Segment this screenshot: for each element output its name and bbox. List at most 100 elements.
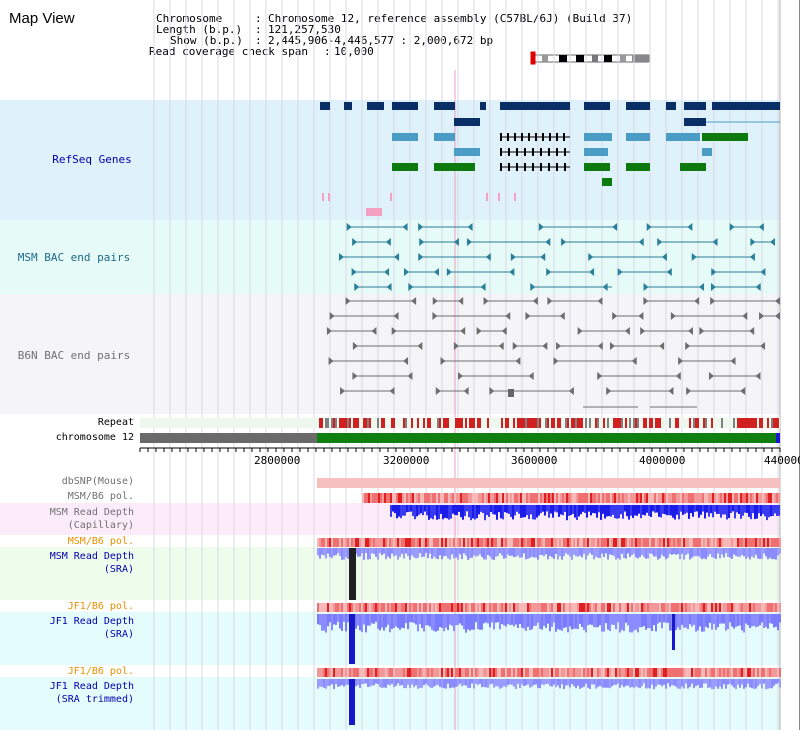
pol-mark bbox=[567, 538, 569, 547]
depth-bar bbox=[667, 548, 669, 558]
depth-bar bbox=[490, 505, 492, 513]
gene-feature bbox=[712, 102, 780, 110]
depth-bar bbox=[398, 505, 400, 517]
depth-bar bbox=[725, 614, 727, 631]
track-label-repeat[interactable]: Repeat bbox=[97, 417, 134, 428]
repeat-mark bbox=[767, 418, 769, 428]
pol-mark bbox=[559, 668, 561, 677]
bac-end-mark bbox=[352, 238, 358, 246]
pol-mark bbox=[641, 538, 643, 547]
pol-mark bbox=[634, 493, 636, 503]
depth-bar bbox=[367, 679, 369, 688]
depth-bar bbox=[460, 505, 462, 518]
pol-mark bbox=[522, 493, 524, 503]
depth-bar bbox=[615, 548, 617, 560]
depth-bar bbox=[402, 505, 404, 516]
track-label-msm-depth-sra[interactable]: MSM Read Depth bbox=[49, 551, 134, 562]
depth-bar bbox=[467, 679, 469, 689]
bac-end-mark bbox=[646, 223, 652, 231]
depth-bar bbox=[545, 679, 547, 684]
pol-mark bbox=[663, 538, 665, 547]
bac-end-mark bbox=[505, 312, 511, 320]
pol-mark bbox=[729, 603, 731, 612]
repeat-mark bbox=[745, 418, 747, 428]
track-label-msm-b6-pol-1[interactable]: MSM/B6 pol. bbox=[67, 491, 134, 502]
pol-mark bbox=[501, 538, 503, 547]
pol-mark bbox=[433, 668, 435, 677]
track-label-b6n-bac[interactable]: B6N BAC end pairs bbox=[17, 349, 131, 362]
pol-mark bbox=[769, 603, 771, 612]
pol-mark bbox=[688, 493, 690, 503]
depth-bar bbox=[581, 614, 583, 627]
bac-end-mark bbox=[553, 357, 559, 365]
pol-mark bbox=[597, 538, 599, 547]
bac-end-mark bbox=[402, 223, 408, 231]
pol-mark bbox=[673, 538, 675, 547]
track-label-jf1-b6-pol-2[interactable]: JF1/B6 pol. bbox=[67, 666, 134, 677]
track-label-jf1-depth-sra[interactable]: JF1 Read Depth bbox=[49, 616, 134, 627]
depth-bar bbox=[481, 614, 483, 630]
pol-mark bbox=[653, 538, 655, 547]
pol-mark bbox=[572, 493, 574, 503]
pol-mark bbox=[339, 538, 341, 547]
depth-bar bbox=[607, 679, 609, 688]
repeat-mark bbox=[603, 418, 605, 428]
depth-bar bbox=[693, 614, 695, 625]
depth-bar bbox=[605, 548, 607, 554]
pol-mark bbox=[411, 603, 413, 612]
bac-end-mark bbox=[708, 372, 714, 380]
repeat-mark bbox=[501, 418, 503, 428]
pol-mark bbox=[637, 538, 639, 547]
depth-bar bbox=[685, 679, 687, 684]
depth-bar bbox=[637, 548, 639, 559]
bac-end-mark bbox=[389, 387, 395, 395]
pol-mark bbox=[621, 668, 623, 677]
track-label-refseq[interactable]: RefSeq Genes bbox=[52, 153, 132, 166]
depth-bar bbox=[629, 679, 631, 688]
pol-mark bbox=[349, 668, 351, 677]
depth-bar bbox=[737, 679, 739, 685]
repeat-mark bbox=[319, 418, 321, 428]
repeat-mark bbox=[353, 418, 355, 428]
depth-bar bbox=[543, 614, 545, 626]
gene-feature bbox=[322, 193, 324, 201]
track-label-msm-b6-pol-2[interactable]: MSM/B6 pol. bbox=[67, 536, 134, 547]
pol-mark bbox=[537, 538, 539, 547]
depth-bar bbox=[765, 679, 767, 690]
repeat-mark bbox=[405, 418, 407, 428]
ruler-tick-label: 4400000 bbox=[764, 454, 800, 467]
track-label-jf1-depth-trim[interactable]: JF1 Read Depth bbox=[49, 681, 134, 692]
pol-mark bbox=[468, 493, 470, 503]
pol-mark bbox=[386, 493, 388, 503]
depth-bar bbox=[447, 679, 449, 684]
pol-mark bbox=[727, 538, 729, 547]
depth-bar bbox=[415, 614, 417, 625]
length-value: 121,257,530 bbox=[268, 23, 341, 36]
pol-mark bbox=[549, 538, 551, 547]
pol-mark bbox=[737, 538, 739, 547]
pol-mark bbox=[325, 668, 327, 677]
chromosome-bar bbox=[317, 433, 776, 443]
pol-mark bbox=[345, 603, 347, 612]
depth-bar bbox=[451, 614, 453, 626]
pol-mark bbox=[403, 538, 405, 547]
depth-bar bbox=[405, 614, 407, 624]
pol-mark bbox=[598, 493, 600, 503]
track-label-dbsnp[interactable]: dbSNP(Mouse) bbox=[61, 476, 134, 487]
gene-exon bbox=[556, 163, 558, 171]
track-label-msm-bac[interactable]: MSM BAC end pairs bbox=[17, 251, 131, 264]
pol-mark bbox=[609, 603, 611, 612]
bac-end-mark bbox=[556, 342, 562, 350]
track-label-msm-depth-cap[interactable]: MSM Read Depth bbox=[49, 507, 134, 518]
pol-mark bbox=[740, 493, 742, 503]
depth-bar bbox=[403, 614, 405, 629]
chromosome-key: Chromosome bbox=[156, 12, 223, 25]
depth-bar bbox=[451, 548, 453, 555]
pol-mark bbox=[602, 493, 604, 503]
track-label-jf1-b6-pol-1[interactable]: JF1/B6 pol. bbox=[67, 601, 134, 612]
gene-feature bbox=[626, 163, 650, 171]
pol-mark bbox=[491, 668, 493, 677]
depth-bar bbox=[641, 614, 643, 628]
track-label-chromosome[interactable]: chromosome 12 bbox=[55, 432, 134, 443]
